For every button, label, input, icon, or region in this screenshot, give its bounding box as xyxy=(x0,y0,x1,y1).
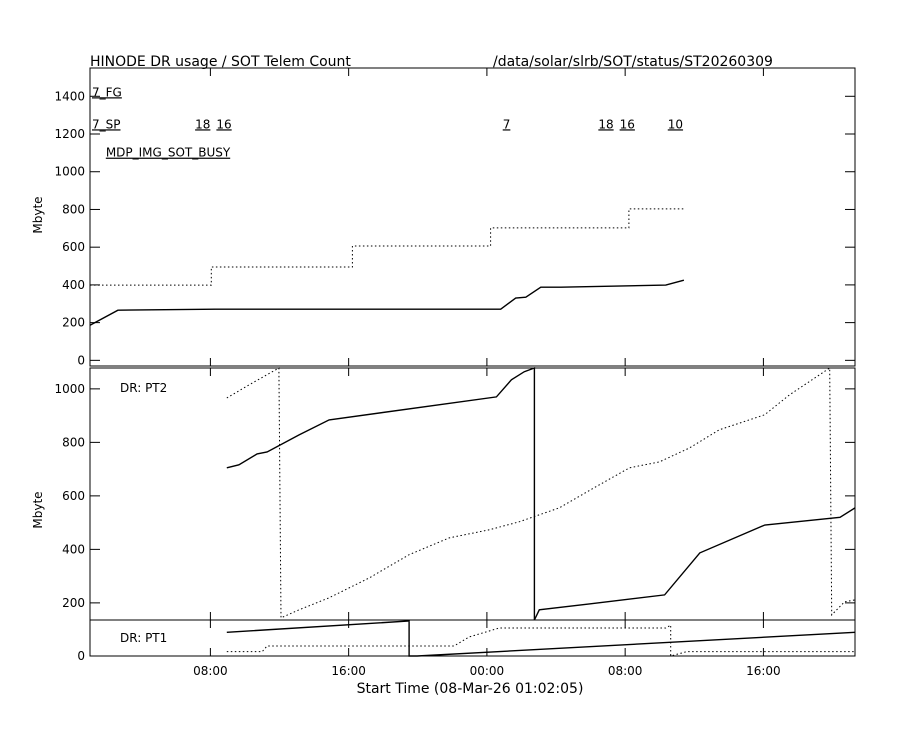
y-tick-label: 200 xyxy=(62,316,85,330)
middle-series-solid xyxy=(226,366,856,621)
annotation-label: 7 xyxy=(503,117,511,131)
middle-panel-frame xyxy=(89,367,856,621)
y-tick-label: 0 xyxy=(77,353,85,367)
x-tick-label: 08:00 xyxy=(193,664,228,678)
y-tick-label: 0 xyxy=(77,649,85,663)
x-tick-label: 00:00 xyxy=(470,664,505,678)
top-y-axis-label: Mbyte xyxy=(31,196,45,233)
annotation-label: 16 xyxy=(620,117,635,131)
y-tick-label: 200 xyxy=(62,596,85,610)
y-tick-label: 1400 xyxy=(54,89,85,103)
middle-series-dotted xyxy=(226,367,856,619)
annotation-label: 18 xyxy=(195,117,210,131)
pt1-label: DR: PT1 xyxy=(120,631,167,645)
annotation-label: 7_SP xyxy=(92,117,121,131)
bottom-series-dotted xyxy=(226,624,855,657)
file-path: /data/solar/slrb/SOT/status/ST20260309 xyxy=(493,54,773,70)
top-panel-frame xyxy=(89,67,856,367)
annotation-label: 7_FG xyxy=(92,85,122,99)
y-tick-label: 1000 xyxy=(54,165,85,179)
annotation-label: 18 xyxy=(598,117,613,131)
top-series-dotted xyxy=(90,208,684,286)
bottom-panel-frame xyxy=(89,619,856,657)
bottom-series-solid xyxy=(226,620,856,657)
top-series-solid xyxy=(89,279,685,326)
pt2-label: DR: PT2 xyxy=(120,381,167,395)
y-tick-label: 1200 xyxy=(54,127,85,141)
y-tick-label: 400 xyxy=(62,542,85,556)
annotation-label: MDP_IMG_SOT_BUSY xyxy=(106,146,231,160)
x-tick-label: 16:00 xyxy=(331,664,366,678)
y-tick-label: 600 xyxy=(62,240,85,254)
x-tick-label: 08:00 xyxy=(608,664,643,678)
x-axis-label: Start Time (08-Mar-26 01:02:05) xyxy=(357,681,584,697)
y-tick-label: 800 xyxy=(62,202,85,216)
y-tick-label: 400 xyxy=(62,278,85,292)
annotation-label: 16 xyxy=(216,117,231,131)
annotation-label: 10 xyxy=(668,117,683,131)
y-tick-label: 600 xyxy=(62,489,85,503)
chart-title: HINODE DR usage / SOT Telem Count xyxy=(90,54,351,70)
x-tick-label: 16:00 xyxy=(746,664,781,678)
y-tick-label: 800 xyxy=(62,435,85,449)
middle-y-axis-label: Mbyte xyxy=(31,491,45,528)
y-tick-label: 1000 xyxy=(54,382,85,396)
